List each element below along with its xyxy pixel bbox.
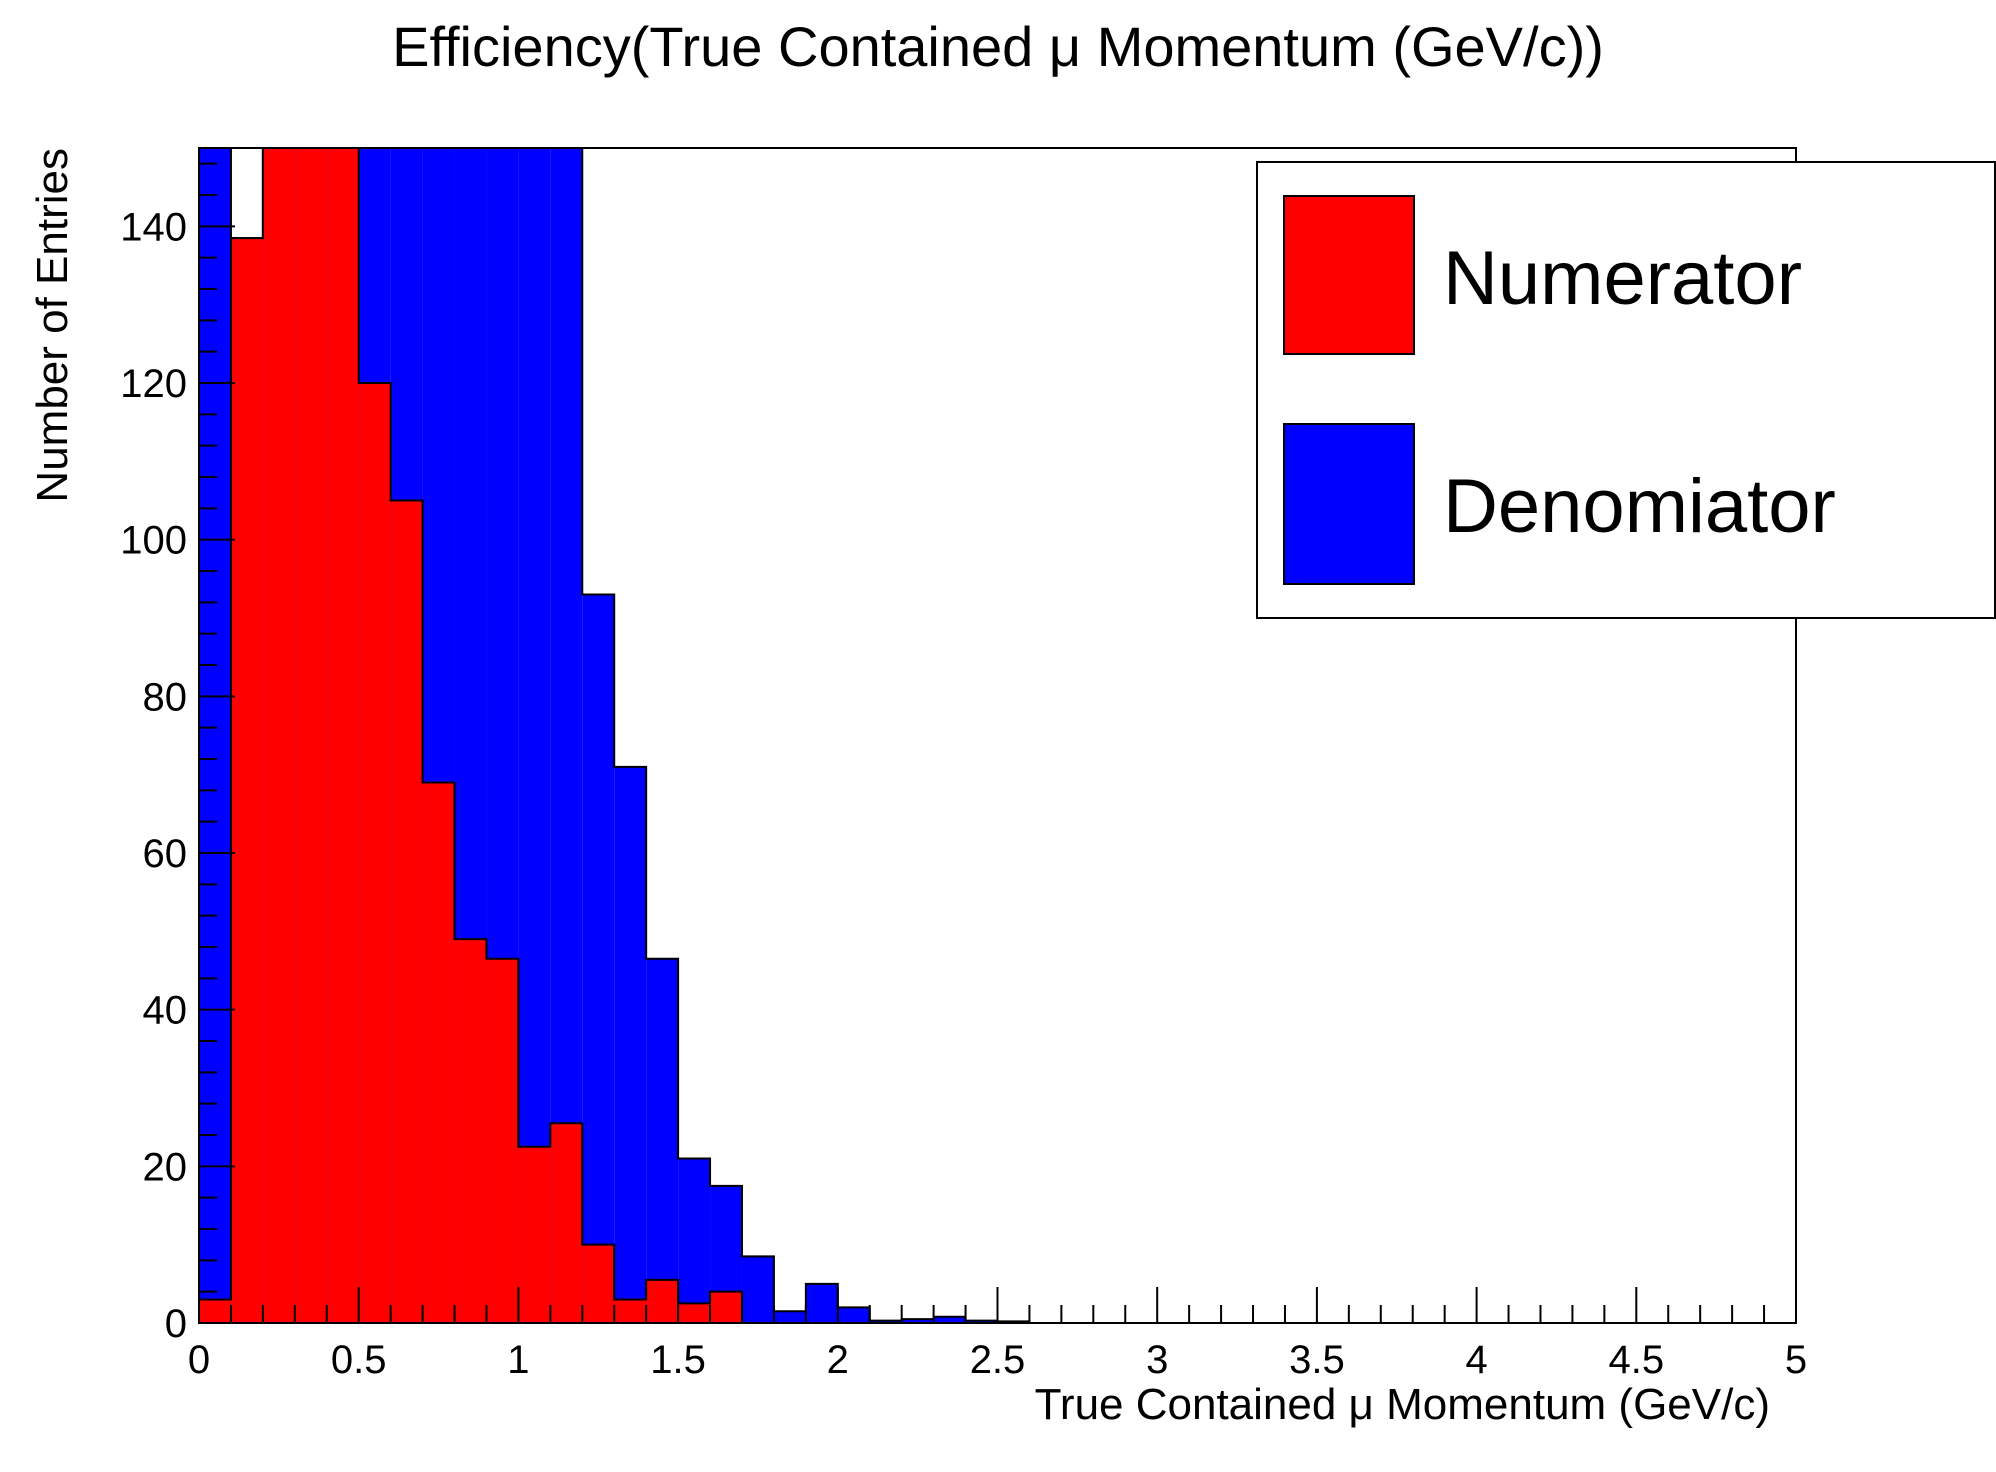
denomiator-bar [965,1320,998,1323]
x-tick-label: 1 [507,1338,529,1382]
x-tick-label: 0.5 [331,1338,387,1382]
numerator-bar [262,148,295,1323]
numerator-bar [550,1123,583,1323]
numerator-bar [454,939,487,1323]
denomiator-bar [646,958,679,1323]
denomiator-bar [741,1256,774,1323]
numerator-bar [326,148,359,1323]
y-tick-label: 100 [120,519,187,563]
numerator-bar [646,1279,679,1323]
y-axis: 0 20 40 60 80 100 120 140 [120,162,235,1346]
x-tick-label: 1.5 [650,1338,706,1382]
numerator-bar [614,1299,647,1323]
numerator-bar [678,1303,711,1323]
x-tick-label: 2 [827,1338,849,1382]
x-tick-label: 4 [1465,1338,1487,1382]
x-axis-title: True Contained μ Momentum (GeV/c) [1035,1380,1770,1429]
x-tick-label: 4.5 [1608,1338,1664,1382]
denomiator-bar [805,1283,838,1323]
numerator-bar [230,238,263,1323]
numerator-bar [486,958,519,1323]
numerator-bar [710,1291,742,1323]
numerator-bar [390,500,423,1323]
y-tick-label: 80 [143,675,188,719]
x-tick-label: 5 [1785,1338,1807,1382]
numerator-series [198,147,1030,1324]
y-tick-label: 40 [143,989,188,1033]
denomiator-bar [614,766,647,1323]
x-tick-label: 2.5 [970,1338,1026,1382]
numerator-bar [518,1146,551,1323]
denomiator-bar [837,1307,870,1323]
y-tick-label: 20 [143,1145,188,1189]
numerator-bar [294,148,327,1323]
legend-swatch-denominator [1283,423,1415,585]
numerator-bar [199,1299,231,1323]
denomiator-bar [869,1320,902,1323]
legend-label-denominator: Denomiator [1443,464,1836,549]
x-tick-label: 3 [1146,1338,1168,1382]
denomiator-bar [582,594,615,1323]
numerator-bar [422,782,455,1323]
denomiator-bar [518,148,551,1323]
x-tick-label: 0 [188,1338,210,1382]
y-axis-title: Number of Entries [28,148,77,503]
x-axis: 0 0.5 1 1.5 2 2.5 3 3.5 4 4.5 5 [188,1287,1807,1382]
y-tick-label: 60 [143,832,188,876]
y-tick-label: 0 [165,1302,187,1346]
denomiator-bar [678,1158,711,1323]
denomiator-bar [901,1319,934,1323]
denomiator-bar [199,148,231,1323]
y-tick-label: 120 [120,362,187,406]
legend-label-numerator: Numerator [1443,236,1802,321]
denomiator-bar [933,1316,966,1323]
numerator-bar [358,383,391,1323]
legend-swatch-numerator [1283,195,1415,355]
denomiator-bar [773,1311,806,1323]
chart-title: Efficiency(True Contained μ Momentum (Ge… [392,15,1604,78]
x-tick-label: 3.5 [1289,1338,1345,1382]
y-tick-label: 140 [120,205,187,249]
legend: Numerator Denomiator [1256,161,1996,619]
numerator-bar [582,1244,615,1323]
